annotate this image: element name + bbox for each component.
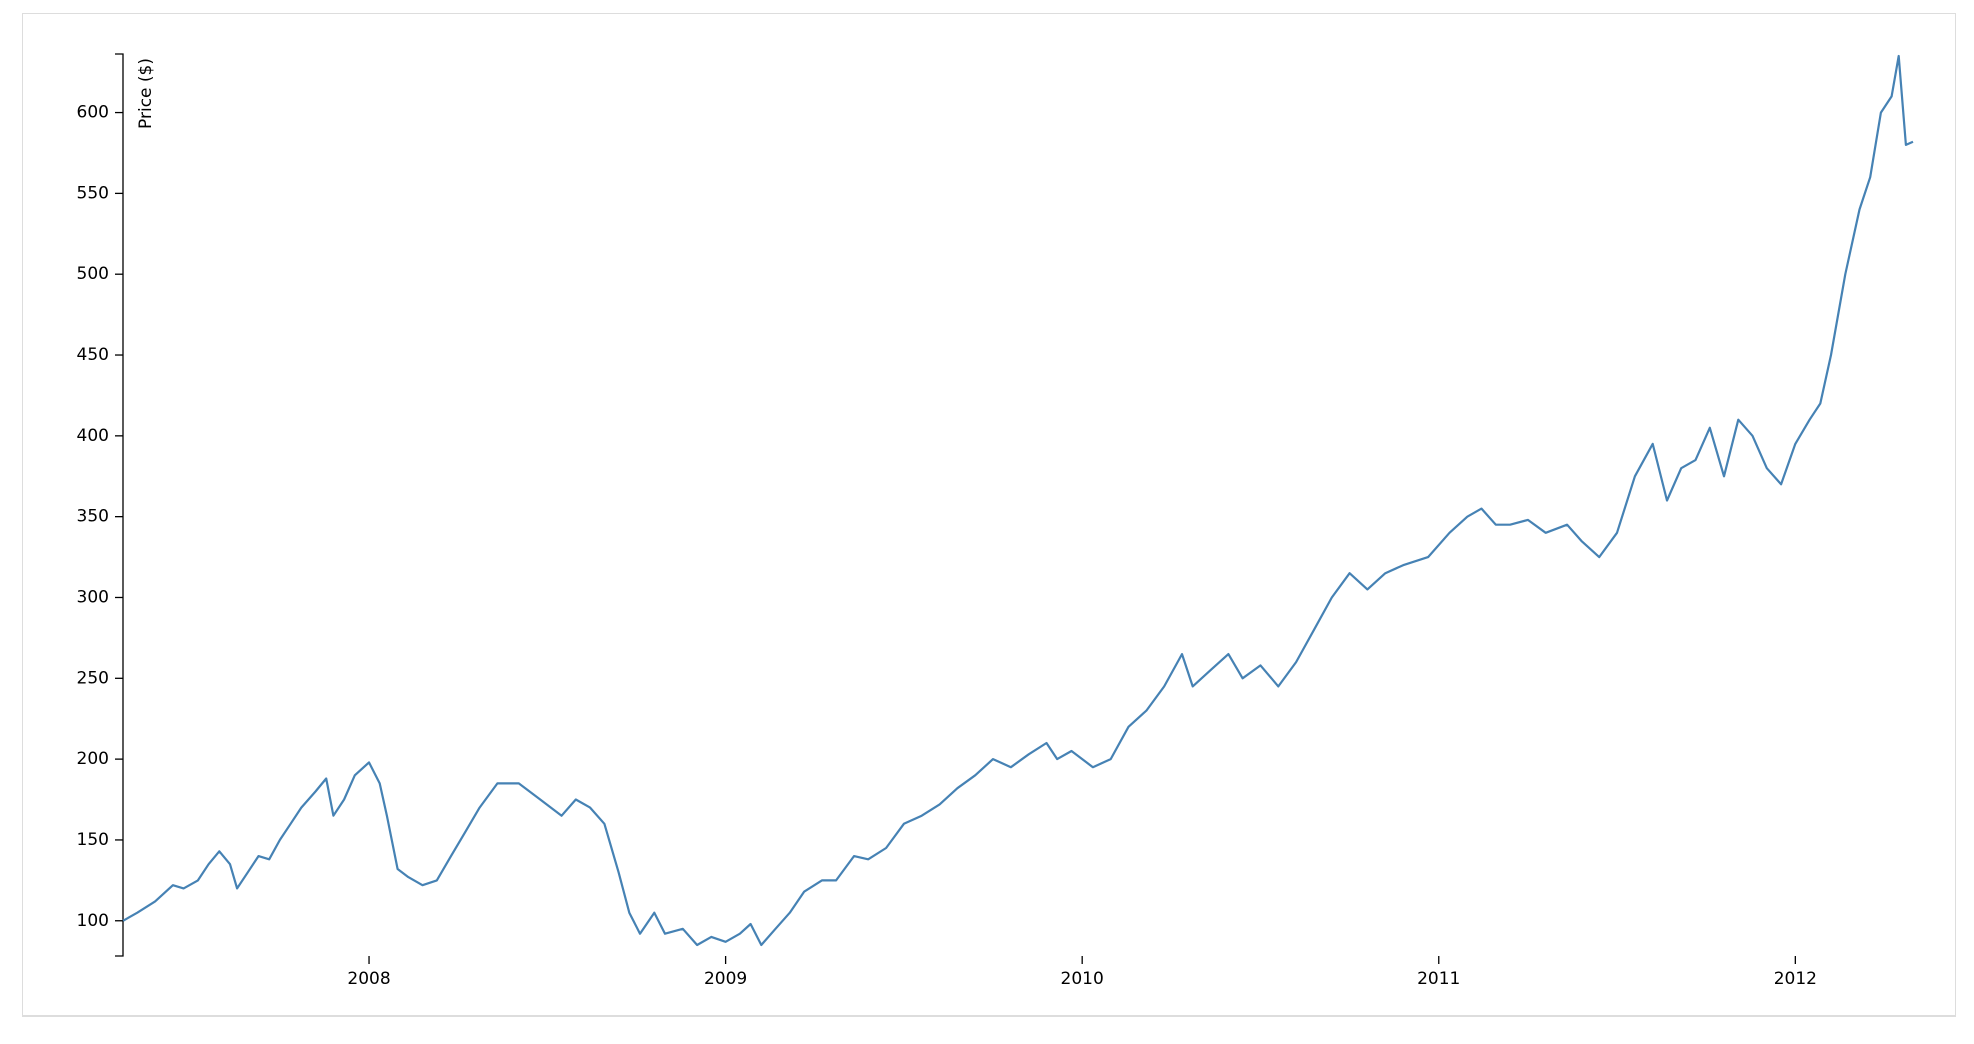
y-axis-title: Price ($) xyxy=(136,58,156,129)
x-tick-label: 2011 xyxy=(1417,969,1460,989)
y-tick-label: 100 xyxy=(77,911,109,931)
y-tick-label: 450 xyxy=(77,345,109,365)
y-tick-label: 600 xyxy=(77,103,109,123)
y-tick-label: 350 xyxy=(77,507,109,527)
x-tick-label: 2009 xyxy=(704,969,747,989)
y-tick-label: 500 xyxy=(77,264,109,284)
y-axis-line xyxy=(115,53,124,957)
chart-frame xyxy=(22,13,1956,1017)
x-tick-label: 2008 xyxy=(347,969,390,989)
y-tick-label: 250 xyxy=(77,668,109,688)
y-tick-label: 400 xyxy=(77,426,109,446)
y-tick-label: 150 xyxy=(77,830,109,850)
x-tick-label: 2010 xyxy=(1061,969,1104,989)
y-tick-label: 550 xyxy=(77,183,109,203)
price-line xyxy=(122,54,1914,947)
y-tick-label: 300 xyxy=(77,587,109,607)
y-tick-label: 200 xyxy=(77,749,109,769)
x-tick-label: 2012 xyxy=(1774,969,1817,989)
